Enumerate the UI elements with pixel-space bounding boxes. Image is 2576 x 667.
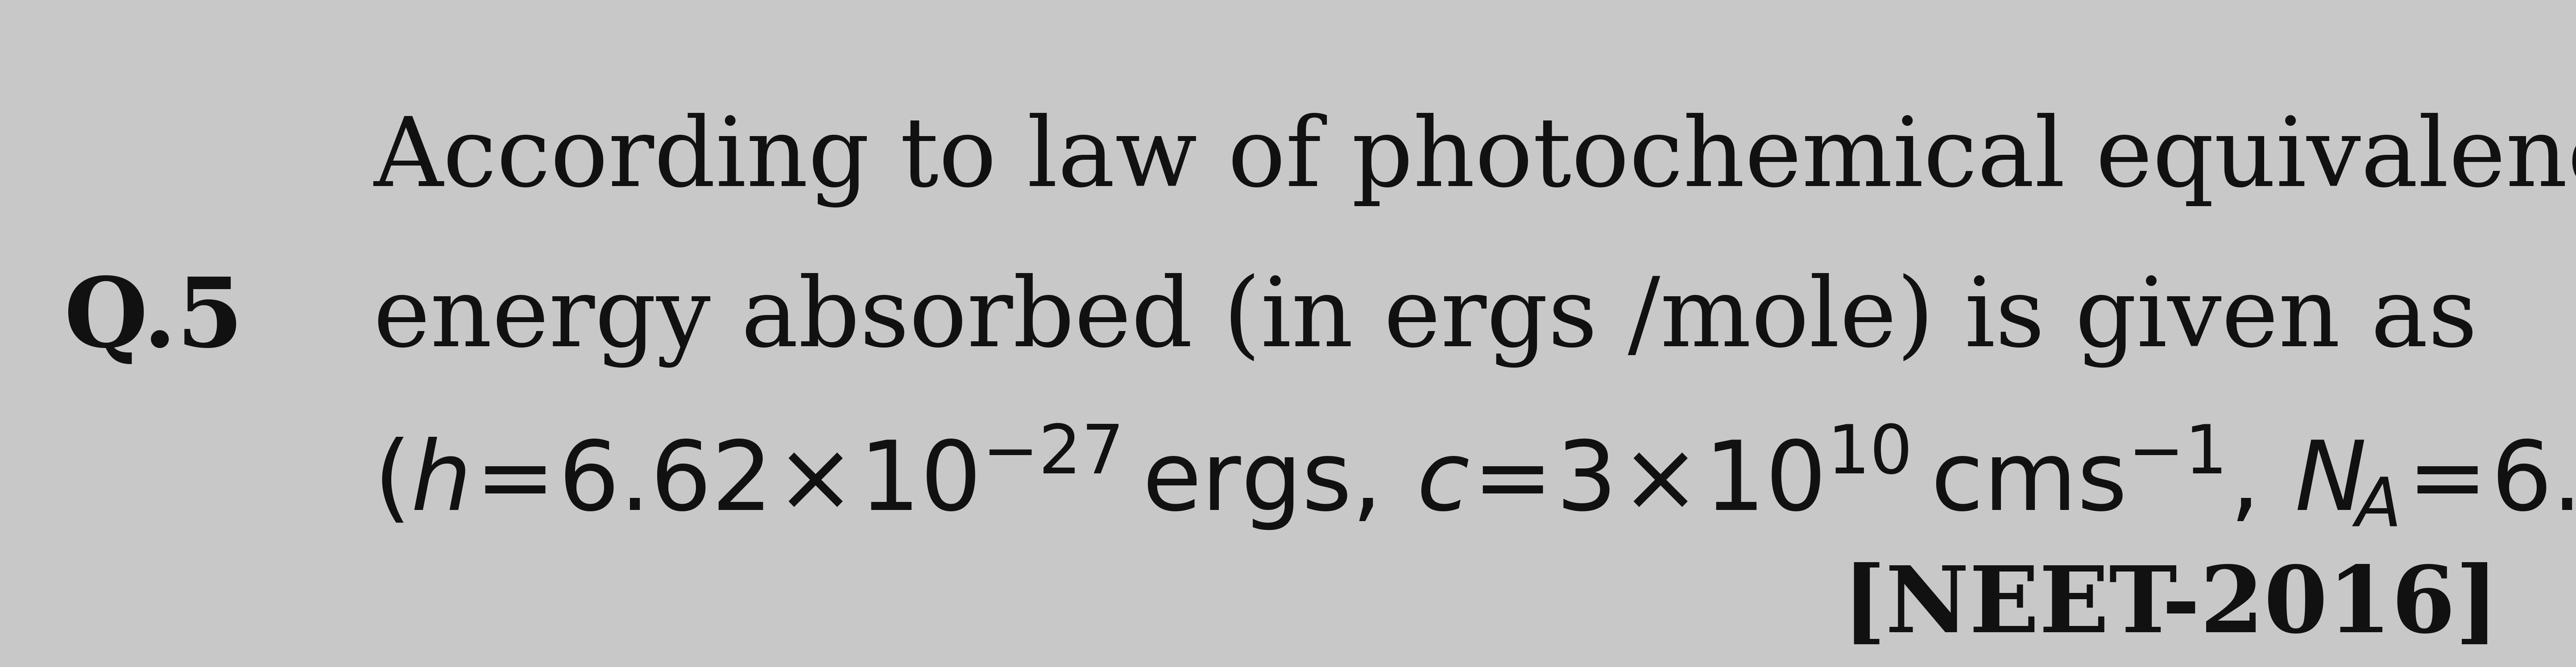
- Text: $(h\!=\!6.62\!\times\!10^{-27}\mathrm{\,ergs},\,c\!=\!3\!\times\!10^{10}\,\mathr: $(h\!=\!6.62\!\times\!10^{-27}\mathrm{\,…: [374, 422, 2576, 532]
- Text: energy absorbed (in ergs /mole) is given as: energy absorbed (in ergs /mole) is given…: [374, 273, 2478, 368]
- Text: Q.5: Q.5: [64, 273, 245, 367]
- Text: [NEET-2016]: [NEET-2016]: [1842, 562, 2499, 652]
- Text: According to law of photochemical equivalence the: According to law of photochemical equiva…: [374, 113, 2576, 207]
